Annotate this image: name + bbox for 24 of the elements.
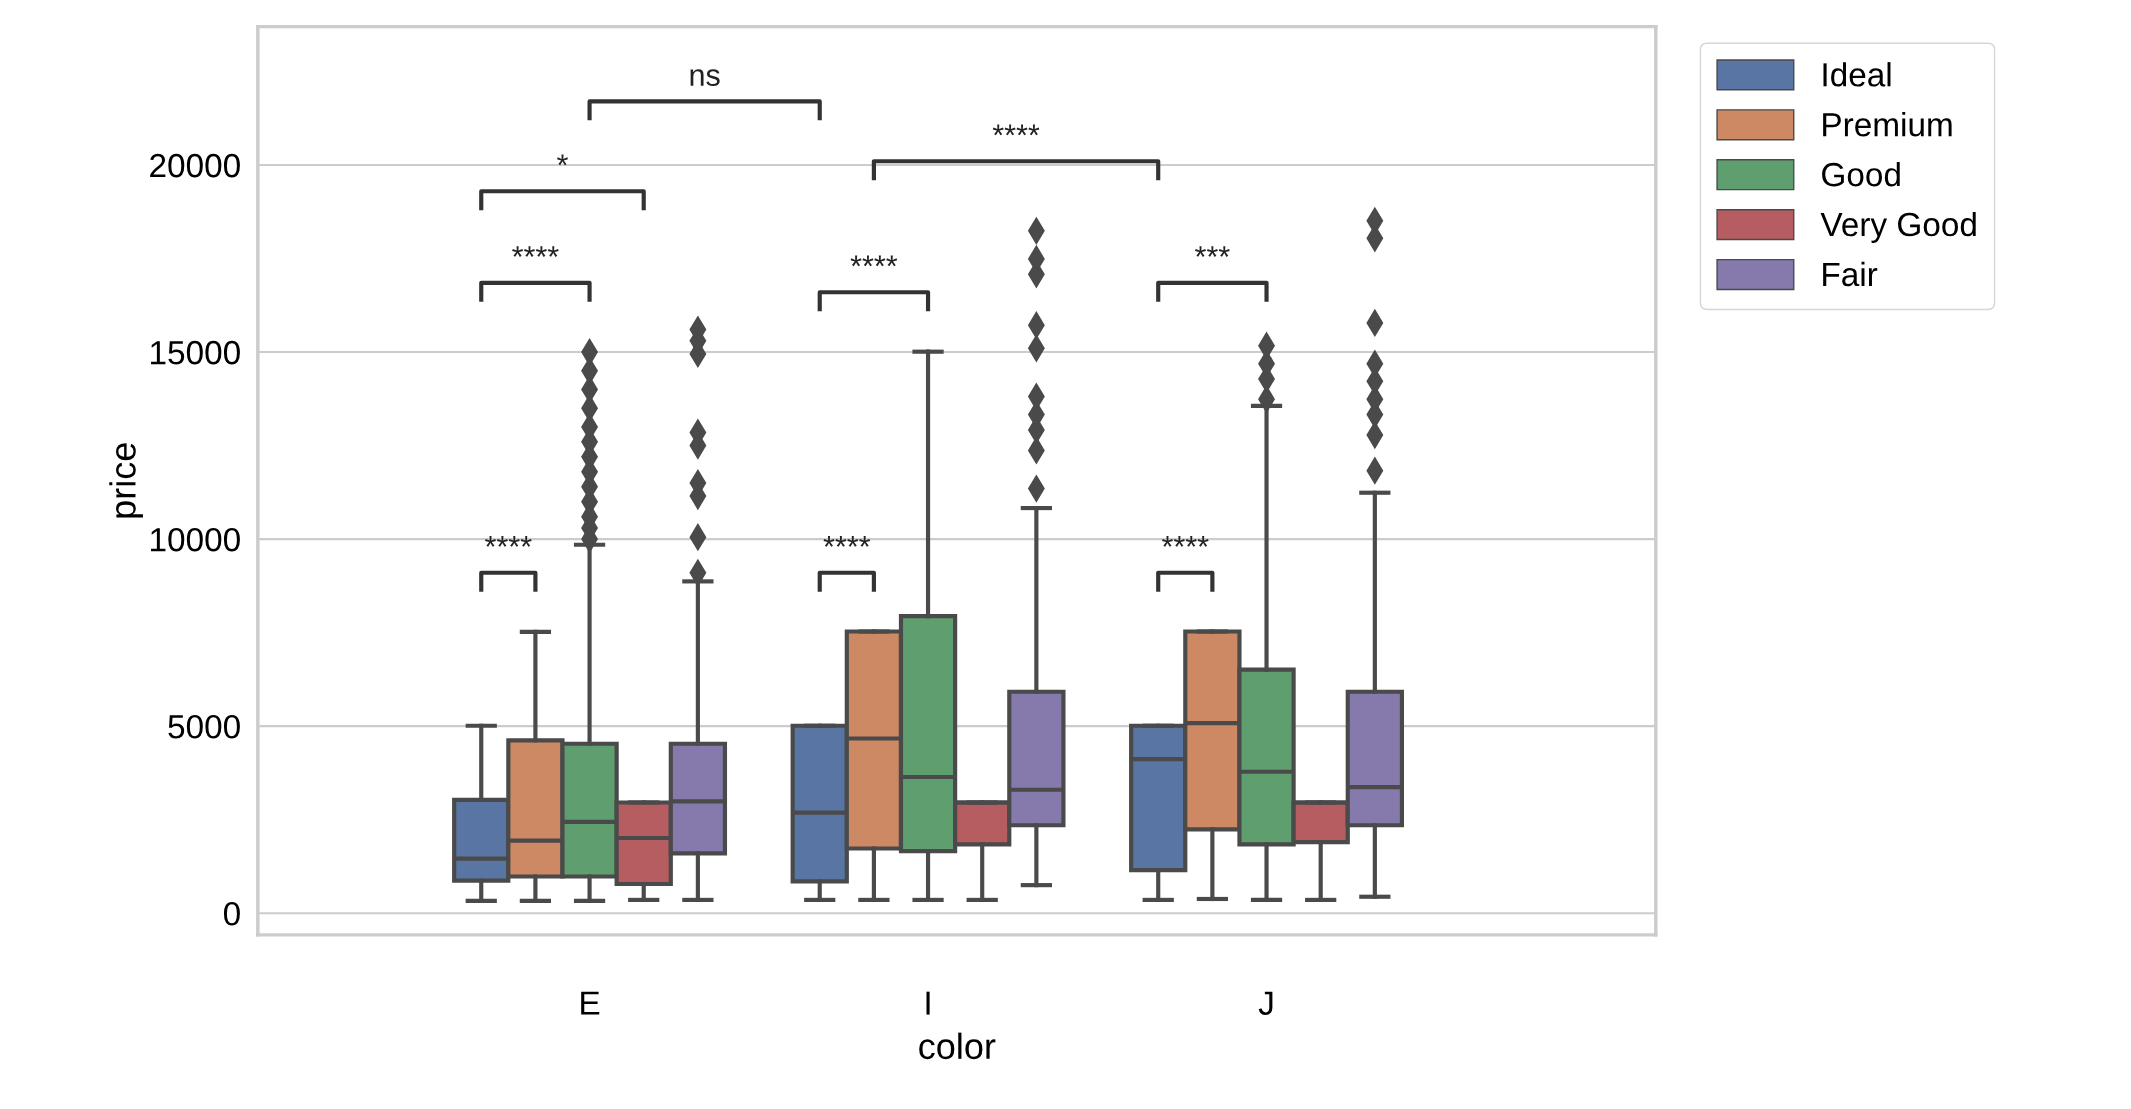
y-tick-label: 10000	[151, 527, 240, 552]
annotation: ***	[1195, 246, 1230, 257]
legend-label: Fair	[1823, 261, 1878, 287]
annotation: ****	[512, 246, 559, 257]
x-axis-title: color	[919, 1032, 996, 1060]
x-tick-label: I	[926, 991, 930, 1015]
y-tick-label: 5000	[168, 714, 240, 739]
y-tick-label: 0	[223, 901, 240, 926]
legend-label: Very Good	[1820, 211, 1976, 243]
y-tick-label: 15000	[151, 340, 240, 365]
legend-label: Ideal	[1823, 62, 1891, 87]
annotation: ****	[992, 124, 1040, 136]
annotation: ns	[690, 69, 720, 87]
annotation: ****	[485, 536, 532, 547]
annotation: ****	[823, 536, 871, 547]
annotation: ****	[850, 255, 898, 267]
annotation: *	[557, 154, 568, 166]
x-tick-label: E	[581, 991, 600, 1015]
y-tick-label: 20000	[150, 153, 240, 178]
y-axis-title: price	[109, 443, 143, 518]
x-tick-label: J	[1258, 991, 1273, 1015]
legend-label: Good	[1822, 161, 1900, 187]
legend-label: Premium	[1823, 112, 1952, 137]
annotation: ****	[1162, 536, 1209, 547]
